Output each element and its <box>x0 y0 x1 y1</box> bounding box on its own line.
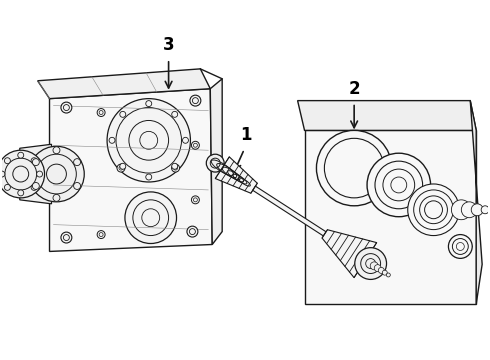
Text: 3: 3 <box>163 36 174 54</box>
Circle shape <box>317 130 392 206</box>
Circle shape <box>192 141 199 149</box>
Circle shape <box>53 194 60 201</box>
Circle shape <box>4 184 10 190</box>
Circle shape <box>120 163 126 169</box>
Circle shape <box>374 265 381 271</box>
Circle shape <box>18 152 24 158</box>
Circle shape <box>4 158 10 164</box>
Circle shape <box>97 231 105 239</box>
Polygon shape <box>470 100 482 304</box>
Circle shape <box>120 111 126 117</box>
Text: 2: 2 <box>348 80 360 98</box>
Circle shape <box>125 192 176 243</box>
Circle shape <box>386 273 391 277</box>
Polygon shape <box>253 186 326 236</box>
Polygon shape <box>210 79 222 244</box>
Circle shape <box>172 164 179 172</box>
Circle shape <box>481 206 489 214</box>
Circle shape <box>414 190 453 230</box>
Circle shape <box>53 147 60 154</box>
Circle shape <box>451 200 471 220</box>
Circle shape <box>419 196 447 224</box>
Circle shape <box>32 183 39 189</box>
Polygon shape <box>305 130 476 304</box>
Circle shape <box>61 232 72 243</box>
Circle shape <box>461 202 477 218</box>
Polygon shape <box>215 157 257 193</box>
Circle shape <box>32 159 39 166</box>
Circle shape <box>425 201 442 219</box>
Circle shape <box>382 270 387 275</box>
Polygon shape <box>49 89 212 251</box>
Circle shape <box>172 111 178 117</box>
Circle shape <box>370 262 378 270</box>
Circle shape <box>0 171 5 177</box>
Circle shape <box>109 137 115 143</box>
Circle shape <box>97 109 105 117</box>
Circle shape <box>18 190 24 196</box>
Circle shape <box>146 100 152 107</box>
Circle shape <box>182 137 189 143</box>
Circle shape <box>355 248 387 279</box>
Circle shape <box>408 184 459 235</box>
Circle shape <box>367 153 431 217</box>
Circle shape <box>37 171 43 177</box>
Circle shape <box>74 159 80 166</box>
Circle shape <box>206 154 224 172</box>
Circle shape <box>378 267 384 273</box>
Circle shape <box>31 158 37 164</box>
Circle shape <box>471 204 483 216</box>
Polygon shape <box>20 144 51 204</box>
Circle shape <box>107 99 191 182</box>
Circle shape <box>0 150 45 198</box>
Circle shape <box>192 196 199 204</box>
Circle shape <box>172 163 178 169</box>
Circle shape <box>117 164 125 172</box>
Polygon shape <box>322 230 377 278</box>
Circle shape <box>74 183 80 189</box>
Circle shape <box>448 235 472 258</box>
Circle shape <box>31 184 37 190</box>
Polygon shape <box>38 69 210 99</box>
Circle shape <box>187 226 198 237</box>
Circle shape <box>146 174 152 180</box>
Circle shape <box>190 95 201 106</box>
Circle shape <box>61 102 72 113</box>
Text: 1: 1 <box>241 126 252 144</box>
Polygon shape <box>297 100 476 130</box>
Circle shape <box>29 146 84 202</box>
